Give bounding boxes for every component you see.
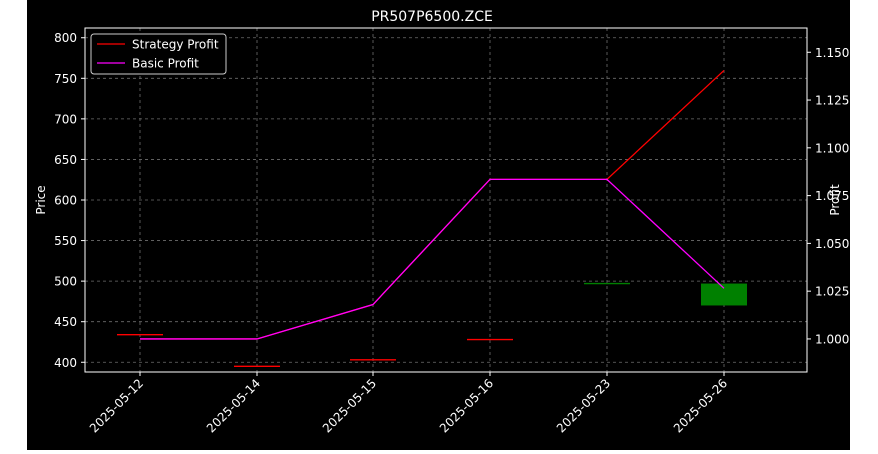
chart: PR507P6500.ZCE 400 450 500 550 600 650 700 750 8… xyxy=(34,9,849,435)
y-tick-label: 750 xyxy=(54,72,77,86)
legend-label: Strategy Profit xyxy=(132,38,219,52)
x-tick-label: 2025-05-12 xyxy=(87,376,146,435)
chart-frame: PR507P6500.ZCE 400 450 500 550 600 650 700 750 8… xyxy=(27,0,850,450)
chart-title: PR507P6500.ZCE xyxy=(371,9,493,25)
y2-tick-label: 1.075 xyxy=(815,189,849,203)
y-axis-label: Price xyxy=(34,185,48,214)
y2-tick-label: 1.100 xyxy=(815,141,849,155)
y2-axis-label: Profit xyxy=(828,184,842,216)
x-tick-label: 2025-05-26 xyxy=(671,376,730,435)
y2-tick-label: 1.050 xyxy=(815,237,849,251)
candle xyxy=(701,283,747,306)
series-lines xyxy=(140,69,725,340)
x-tick-label: 2025-05-23 xyxy=(554,376,613,435)
series-line xyxy=(140,178,725,340)
y2-tick-label: 1.125 xyxy=(815,94,849,108)
x-axis: 2025-05-12 2025-05-14 2025-05-15 2025-05-16… xyxy=(87,372,730,435)
y-tick-label: 500 xyxy=(54,275,77,289)
candles xyxy=(117,282,747,367)
y-tick-label: 400 xyxy=(54,356,77,370)
y-tick-label: 450 xyxy=(54,315,77,329)
legend-label: Basic Profit xyxy=(132,57,199,71)
legend: Strategy Profit Basic Profit xyxy=(90,33,227,75)
y2-tick-label: 1.000 xyxy=(815,332,849,346)
y-tick-label: 550 xyxy=(54,234,77,248)
y2-tick-label: 1.025 xyxy=(815,285,849,299)
y-axis-right: 1.000 1.025 1.050 1.075 1.100 1.125 1.150 xyxy=(807,46,849,346)
y-tick-label: 700 xyxy=(54,112,77,126)
y2-tick-label: 1.150 xyxy=(815,46,849,60)
y-tick-label: 600 xyxy=(54,194,77,208)
grid xyxy=(85,28,807,372)
x-tick-label: 2025-05-14 xyxy=(204,376,263,435)
x-tick-label: 2025-05-15 xyxy=(320,376,379,435)
x-tick-label: 2025-05-16 xyxy=(437,376,496,435)
y-tick-label: 650 xyxy=(54,153,77,167)
series-line xyxy=(140,69,725,340)
y-axis-left: 400 450 500 550 600 650 700 750 800 xyxy=(54,31,85,370)
y-tick-label: 800 xyxy=(54,31,77,45)
